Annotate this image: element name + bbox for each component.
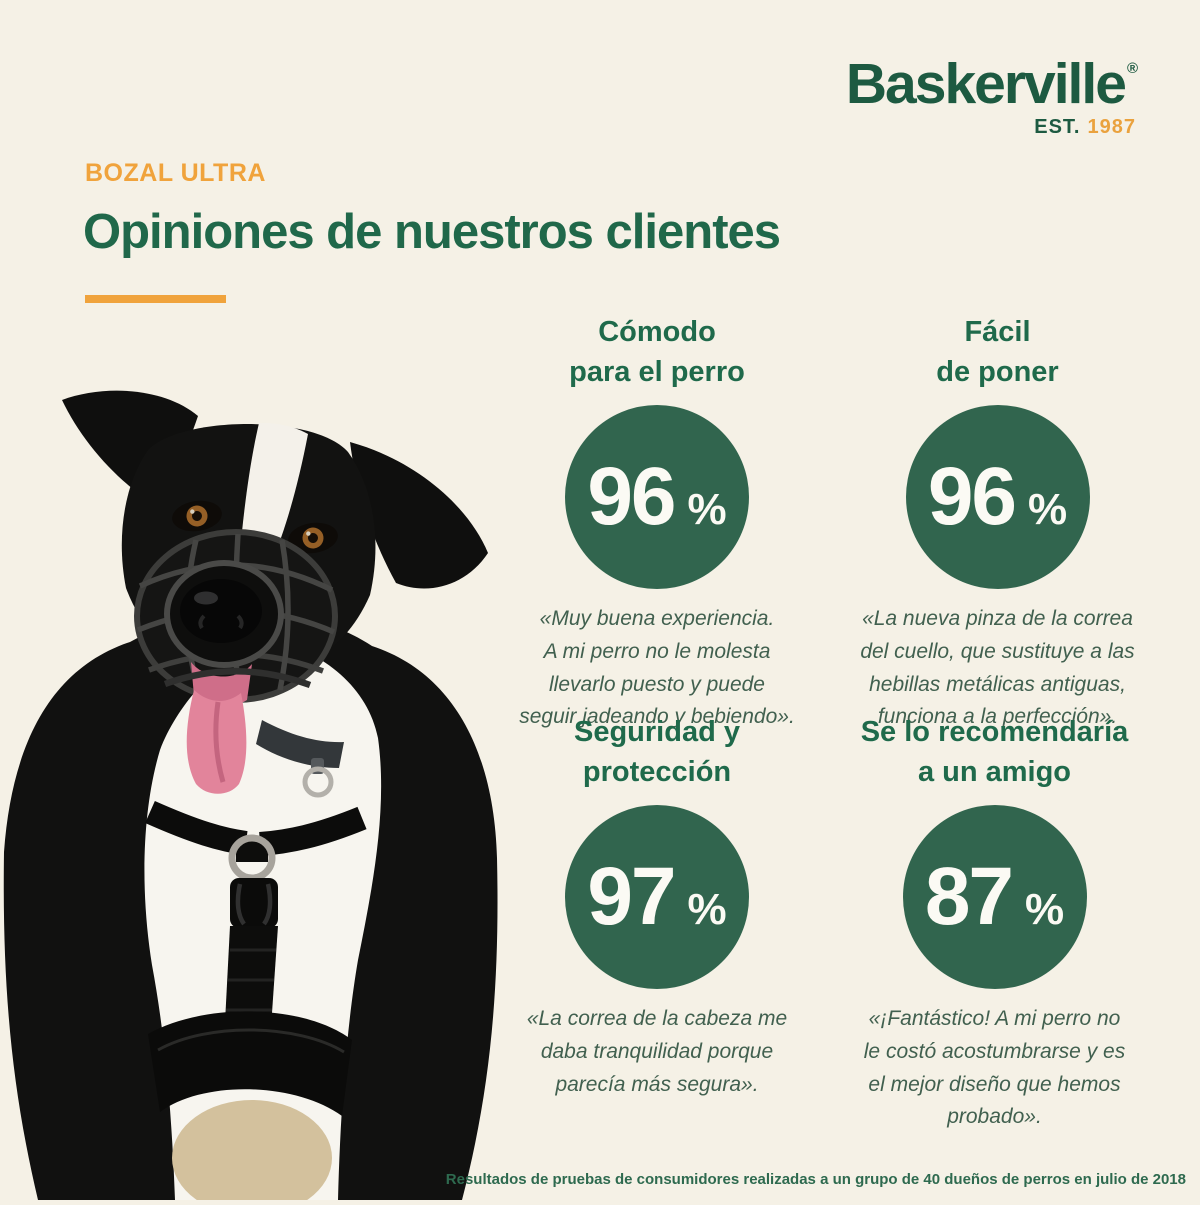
stat-unit: % — [1025, 885, 1065, 935]
stat-heading: Se lo recomendaría a un amigo — [860, 716, 1129, 789]
stat-circle: 96 % — [905, 405, 1090, 590]
stat-value: 87 — [924, 851, 1014, 943]
dog-belly-fur — [172, 1100, 332, 1205]
stat-circle: 87 % — [902, 805, 1087, 990]
dog-nose — [180, 579, 262, 643]
brand-logo: Baskerville ® EST. 1987 — [846, 56, 1138, 139]
stat-facil: Fácil de poner 96 % «La nueva pinza de l… — [830, 312, 1165, 734]
stat-quote: «¡Fantástico! A mi perro no le costó aco… — [863, 1007, 1126, 1129]
brand-established: EST. 1987 — [846, 116, 1136, 139]
stat-heading: Cómodo para el perro — [569, 316, 745, 389]
stat-circle: 96 % — [565, 405, 749, 590]
stat-value: 97 — [587, 851, 676, 943]
stat-figure: 97 % — [587, 850, 726, 944]
title-underline — [85, 295, 226, 303]
stat-value: 96 — [587, 451, 676, 543]
product-eyebrow: BOZAL ULTRA — [85, 159, 266, 187]
stat-heading: Fácil de poner — [936, 316, 1059, 389]
est-label: EST. — [1034, 116, 1081, 138]
stat-recomendaria: Se lo recomendaría a un amigo 87 % «¡Fan… — [822, 712, 1167, 1134]
brand-name: Baskerville ® — [846, 56, 1138, 113]
dog-blaze — [239, 422, 308, 566]
dog-photo — [0, 390, 500, 1205]
dog-tongue — [186, 662, 252, 794]
dog-collar — [256, 720, 344, 768]
stat-quote: «Muy buena experiencia. A mi perro no le… — [519, 607, 795, 729]
dog-muzzle — [134, 529, 338, 703]
dog-eye-right — [288, 522, 338, 554]
dog-ear-right — [350, 442, 488, 589]
source-note: Resultados de pruebas de consumidores re… — [445, 1171, 1186, 1188]
stat-circle: 97 % — [565, 805, 749, 990]
stat-unit: % — [1028, 485, 1068, 535]
dog-collar-ring — [302, 766, 334, 798]
stat-figure: 96 % — [928, 450, 1067, 544]
stat-figure: 96 % — [587, 450, 726, 544]
stat-comodo: Cómodo para el perro 96 % «Muy buena exp… — [497, 312, 817, 734]
stat-quote: «La nueva pinza de la correa del cuello,… — [860, 607, 1135, 729]
stat-seguridad: Seguridad y protección 97 % «La correa d… — [497, 712, 817, 1101]
stat-unit: % — [687, 485, 727, 535]
stat-unit: % — [687, 885, 727, 935]
stat-value: 96 — [927, 451, 1017, 543]
dog-illustration — [3, 390, 498, 1205]
stat-heading: Seguridad y protección — [574, 716, 740, 789]
stat-quote: «La correa de la cabeza me daba tranquil… — [526, 1007, 788, 1096]
muzzle-front-bar — [163, 668, 312, 689]
registered-trademark-icon: ® — [1126, 60, 1138, 77]
brand-wordmark: Baskerville — [845, 52, 1127, 116]
dog-harness — [145, 801, 367, 1116]
dog-eye-left — [172, 500, 222, 532]
est-year: 1987 — [1087, 116, 1136, 138]
stat-figure: 87 % — [925, 850, 1064, 944]
page-title: Opiniones de nuestros clientes — [83, 205, 781, 259]
